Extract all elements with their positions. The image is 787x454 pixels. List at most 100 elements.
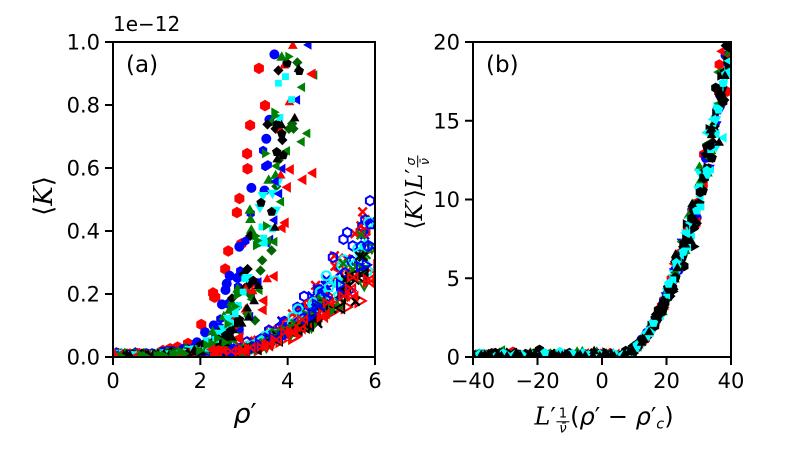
marker bbox=[273, 188, 283, 199]
marker bbox=[242, 303, 253, 312]
marker bbox=[296, 136, 305, 147]
marker bbox=[697, 173, 708, 182]
marker bbox=[663, 278, 674, 288]
marker bbox=[282, 73, 289, 80]
marker bbox=[670, 249, 681, 258]
marker bbox=[270, 123, 281, 134]
nu-bar-symbol: ν̄ bbox=[417, 158, 433, 166]
marker bbox=[725, 42, 731, 53]
marker bbox=[362, 273, 375, 286]
angle-bracket-close: ⟩ bbox=[29, 176, 59, 187]
marker bbox=[242, 263, 253, 275]
marker bbox=[495, 350, 503, 357]
marker bbox=[242, 147, 253, 160]
marker bbox=[266, 206, 277, 216]
marker bbox=[253, 62, 264, 75]
marker bbox=[177, 346, 186, 357]
marker bbox=[261, 161, 270, 172]
marker bbox=[296, 82, 306, 93]
y-tick-label: 0.0 bbox=[67, 346, 100, 370]
marker bbox=[726, 20, 735, 31]
marker bbox=[357, 251, 369, 263]
marker bbox=[270, 222, 280, 231]
marker bbox=[294, 10, 302, 20]
marker bbox=[689, 220, 700, 229]
marker bbox=[234, 241, 245, 252]
marker bbox=[344, 282, 357, 295]
marker bbox=[233, 290, 243, 301]
marker bbox=[241, 236, 250, 246]
marker bbox=[257, 255, 268, 266]
marker bbox=[261, 133, 272, 144]
prime-mark: ′ bbox=[550, 402, 556, 431]
marker bbox=[651, 311, 662, 320]
marker bbox=[245, 119, 256, 131]
marker bbox=[292, 57, 303, 68]
marker bbox=[307, 7, 317, 16]
y-tick-label: 0.4 bbox=[67, 220, 100, 244]
marker bbox=[687, 213, 697, 224]
marker bbox=[234, 192, 245, 205]
marker bbox=[718, 78, 728, 87]
marker bbox=[275, 170, 286, 179]
marker bbox=[103, 350, 111, 360]
marker bbox=[301, 128, 311, 139]
marker bbox=[714, 137, 724, 146]
marker bbox=[260, 239, 268, 247]
marker bbox=[231, 301, 241, 312]
marker bbox=[718, 96, 728, 108]
panel-a-xlabel: ρ′ bbox=[233, 399, 256, 430]
panel-b-ylabel: ⟨K′⟩L′ σ ν̄ bbox=[402, 155, 433, 229]
marker bbox=[719, 18, 730, 28]
marker bbox=[243, 312, 254, 321]
marker bbox=[285, 51, 294, 62]
marker bbox=[726, 33, 737, 42]
marker bbox=[367, 239, 375, 253]
marker bbox=[235, 325, 244, 335]
marker bbox=[223, 332, 234, 341]
marker bbox=[695, 183, 703, 191]
marker bbox=[713, 104, 724, 114]
marker bbox=[639, 334, 649, 343]
marker bbox=[244, 204, 256, 214]
panel-b-collapsed-data bbox=[473, 18, 737, 357]
marker bbox=[208, 287, 219, 299]
marker bbox=[302, 318, 315, 332]
prime-mark: ′ bbox=[650, 402, 657, 431]
panel-a-axes: 0 2 4 6 0.0 0.2 0.4 0.6 0.8 1.0 bbox=[67, 31, 382, 394]
marker bbox=[355, 260, 368, 274]
panel-a-filled-marker-branch bbox=[103, 7, 318, 360]
marker bbox=[697, 203, 705, 211]
x-tick-label: 0 bbox=[595, 369, 608, 393]
prime-mark: ′ bbox=[594, 402, 601, 431]
marker bbox=[347, 290, 359, 303]
marker bbox=[720, 70, 730, 79]
y-tick-label: 5 bbox=[447, 267, 460, 291]
marker bbox=[214, 329, 225, 340]
marker bbox=[254, 337, 267, 351]
marker bbox=[117, 351, 126, 357]
marker bbox=[322, 296, 335, 309]
marker bbox=[256, 197, 266, 207]
marker bbox=[626, 344, 637, 353]
marker bbox=[244, 341, 256, 354]
marker bbox=[672, 262, 683, 272]
marker bbox=[244, 289, 256, 300]
marker bbox=[277, 163, 286, 174]
marker bbox=[535, 350, 543, 357]
y-tick-label: 0.6 bbox=[67, 157, 100, 181]
panel-b-axes: −40 −20 0 20 40 0 5 10 15 20 bbox=[433, 31, 744, 394]
marker bbox=[257, 304, 267, 316]
marker bbox=[565, 350, 574, 357]
marker bbox=[718, 132, 727, 143]
marker bbox=[236, 318, 247, 327]
marker bbox=[680, 228, 689, 238]
y-tick-label: 15 bbox=[433, 109, 460, 133]
marker bbox=[260, 234, 268, 242]
marker bbox=[269, 49, 280, 60]
marker bbox=[276, 51, 288, 61]
marker bbox=[289, 112, 300, 122]
sigma-symbol: σ bbox=[403, 155, 419, 168]
x-tick-label: −20 bbox=[515, 369, 559, 393]
y-tick-label: 0.8 bbox=[67, 94, 100, 118]
